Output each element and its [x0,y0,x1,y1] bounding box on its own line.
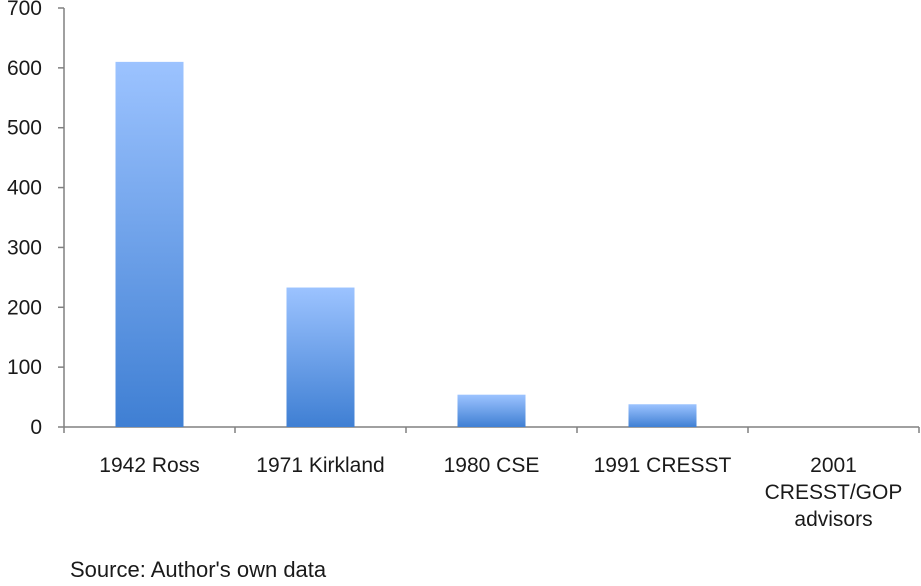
bar [115,61,184,427]
y-tick-label: 600 [7,57,42,80]
y-tick-label: 0 [30,416,42,439]
y-tick-label: 200 [7,296,42,319]
bar [628,404,697,427]
x-tick-label: 2001 CRESST/GOP advisors [765,454,903,531]
source-note: Source: Author's own data [70,557,327,582]
bar [286,287,355,427]
axes [58,7,920,433]
x-tick-label: 1942 Ross [99,454,199,477]
x-tick-label: 1980 CSE [444,454,540,477]
y-tick-label: 300 [7,236,42,259]
y-tick-label: 500 [7,117,42,140]
bars [115,61,697,427]
x-tick-label: 1971 Kirkland [256,454,384,477]
bar [457,394,526,427]
x-tick-label: 1991 CRESST [594,454,732,477]
y-tick-label: 700 [7,0,42,20]
axis-labels: 0 100 200 300 400 500 600 700 1942 Ross 1971 Kirk… [7,0,902,531]
y-tick-label: 400 [7,177,42,200]
y-tick-label: 100 [7,356,42,379]
